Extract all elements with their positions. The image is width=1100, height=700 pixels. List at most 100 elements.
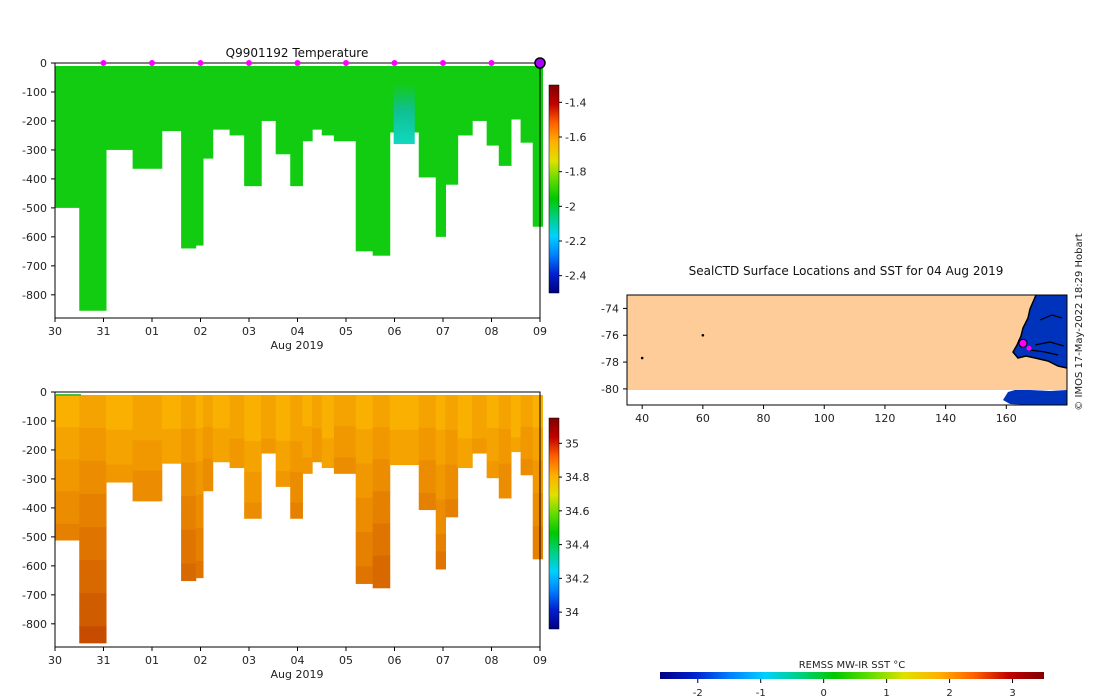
salinity-profile-cell [486, 411, 500, 429]
salinity-profile-cell [486, 461, 500, 479]
salinity-profiles [55, 394, 544, 644]
salinity-profile-cell [372, 507, 391, 525]
map-x-tick-label: 120 [874, 412, 895, 425]
salinity-panel: 0 -100 -200 -300 -400 -500 -600 -700 -800 30 31 01… [22, 386, 589, 681]
salinity-profile-cell [195, 428, 204, 446]
colorbar-tick-label: -2 [565, 200, 576, 213]
salinity-profile-cell [275, 440, 291, 457]
salinity-profile-cell [261, 438, 277, 454]
salinity-profile-cell [333, 426, 357, 443]
salinity-profile-cell [105, 429, 134, 448]
y-tick-label: -500 [22, 202, 47, 215]
salinity-profile-cell [79, 411, 107, 429]
x-tick-label: 30 [48, 325, 62, 338]
surface-marker [197, 60, 204, 66]
salinity-profile-cell [457, 409, 473, 425]
temperature-profile-column [202, 66, 214, 159]
y-tick-label: -500 [22, 531, 47, 544]
salinity-profile-cell [520, 458, 534, 476]
x-tick-label: 03 [242, 654, 256, 667]
y-tick-label: -700 [22, 589, 47, 602]
salinity-profile-cell [202, 395, 214, 412]
salinity-profile-cell [472, 423, 488, 440]
salinity-profile-cell [244, 441, 262, 458]
temperature-profile-column [498, 66, 512, 166]
y-tick-label: -600 [22, 231, 47, 244]
salinity-profile-cell [372, 459, 391, 476]
x-tick-label: 31 [97, 325, 111, 338]
temperature-profiles [55, 66, 544, 311]
y-tick-label: -800 [22, 618, 47, 631]
salinity-profile-cell [105, 412, 134, 431]
salinity-profile-cell [55, 395, 80, 412]
salinity-profile-cell [435, 464, 447, 483]
salinity-profile-cell [302, 457, 313, 474]
salinity-x-axis: 30 31 01 02 03 04 05 06 07 08 09 [48, 647, 547, 667]
salinity-profile-cell [195, 477, 204, 496]
salinity-profile-cell [333, 395, 357, 412]
map-x-tick-label: 80 [757, 412, 771, 425]
temperature-xlabel: Aug 2019 [271, 339, 324, 352]
coastline [1012, 294, 1068, 369]
salinity-profile-cell [79, 543, 107, 561]
salinity-profile-cell [372, 571, 391, 589]
current-position-marker [1018, 338, 1028, 348]
salinity-profile-cell [55, 507, 80, 525]
x-tick-label: 03 [242, 325, 256, 338]
salinity-profile-cell [195, 527, 204, 545]
temperature-profile-column [181, 66, 197, 249]
salinity-profile-cell [244, 487, 262, 504]
salinity-profile-cell [195, 560, 204, 579]
x-tick-label: 06 [388, 325, 402, 338]
temperature-profile-column [457, 66, 473, 136]
x-tick-label: 04 [291, 654, 305, 667]
salinity-profile-cell [79, 560, 107, 578]
temperature-profile-column [520, 66, 534, 143]
salinity-profile-cell [195, 544, 204, 562]
salinity-profile-cell [389, 447, 420, 466]
salinity-profile-cell [389, 395, 420, 413]
salinity-profile-cell [261, 423, 277, 440]
salinity-profile-cell [79, 461, 107, 479]
salinity-profile-cell [212, 411, 231, 429]
salinity-profile-cell [355, 531, 374, 550]
salinity-profile-cell [290, 395, 303, 411]
salinity-profile-cell [472, 438, 488, 454]
salinity-profile-cell [532, 395, 544, 412]
temperature-profile-column [472, 66, 488, 121]
y-tick-label: -200 [22, 444, 47, 457]
salinity-colorbar [548, 417, 560, 630]
y-tick-label: -300 [22, 144, 47, 157]
salinity-profile-cell [79, 576, 107, 594]
salinity-profile-cell [355, 514, 374, 533]
salinity-xlabel: Aug 2019 [271, 668, 324, 681]
salinity-profile-cell [435, 395, 447, 413]
temperature-profile-column [355, 66, 374, 252]
salinity-profile-cell [212, 428, 231, 446]
salinity-profile-cell [520, 410, 534, 428]
salinity-profile-cell [435, 534, 447, 553]
salinity-profile-cell [498, 395, 512, 413]
salinity-profile-cell [55, 411, 80, 428]
salinity-profile-cell [161, 395, 182, 413]
salinity-profile-cell [261, 395, 277, 411]
land-mass-south [1003, 390, 1067, 405]
colorbar-tick-label: 35 [565, 437, 579, 450]
salinity-profile-cell [445, 447, 459, 466]
salinity-profile-cell [321, 452, 335, 469]
temperature-profile-column [55, 66, 80, 208]
salinity-profile-cell [532, 444, 544, 462]
temperature-profile-column [290, 66, 303, 187]
salinity-profile-cell [202, 474, 214, 492]
salinity-profile-cell [435, 551, 447, 570]
salinity-profile-cell [244, 395, 262, 411]
salinity-profile-cell [486, 444, 500, 462]
temperature-profile-column [132, 66, 163, 169]
imos-credit: © IMOS 17-May-2022 18:29 Hobart [1074, 233, 1085, 410]
salinity-profile-cell [445, 464, 459, 483]
salinity-profile-cell [229, 423, 245, 440]
y-tick-label: -600 [22, 560, 47, 573]
salinity-profile-cell [457, 423, 473, 440]
salinity-profile-cell [290, 502, 303, 519]
surface-marker [294, 60, 301, 66]
